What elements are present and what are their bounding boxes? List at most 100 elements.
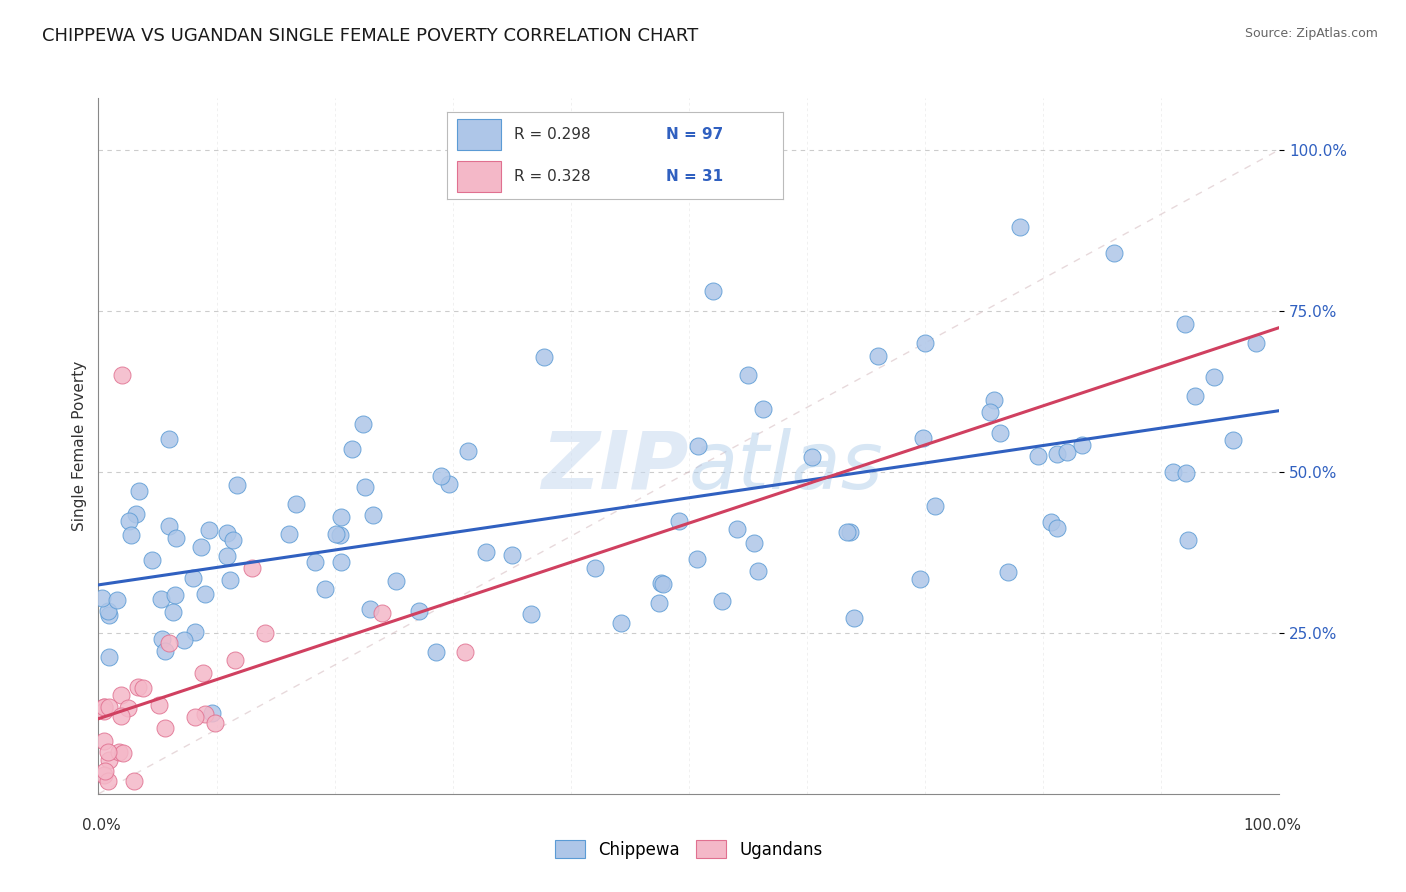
Point <box>983 393 1005 408</box>
Point <box>686 439 709 453</box>
Point <box>124 774 146 789</box>
Point <box>839 525 862 540</box>
Point <box>988 426 1011 441</box>
Point <box>93 768 115 782</box>
Point <box>650 575 672 590</box>
Point <box>752 402 775 417</box>
Point <box>111 746 134 760</box>
Point <box>93 700 115 714</box>
Point <box>184 709 207 723</box>
Point <box>651 577 673 591</box>
Point <box>204 715 226 730</box>
Point <box>737 368 759 383</box>
Point <box>152 632 174 646</box>
Point <box>190 540 212 554</box>
Point <box>253 625 276 640</box>
Point <box>1008 219 1031 234</box>
Point <box>97 604 120 618</box>
Point <box>1184 389 1206 403</box>
Point <box>93 704 115 718</box>
Point <box>457 443 479 458</box>
Point <box>329 555 352 569</box>
Point <box>157 635 180 649</box>
Point <box>217 526 239 541</box>
Point <box>437 477 460 491</box>
Point <box>118 514 141 528</box>
Point <box>149 591 172 606</box>
Point <box>93 700 115 714</box>
Point <box>328 527 350 541</box>
Point <box>105 593 128 607</box>
Point <box>224 653 246 667</box>
Point <box>997 565 1019 579</box>
Text: CHIPPEWA VS UGANDAN SINGLE FEMALE POVERTY CORRELATION CHART: CHIPPEWA VS UGANDAN SINGLE FEMALE POVERT… <box>42 27 699 45</box>
Point <box>1222 433 1244 447</box>
Point <box>801 450 824 464</box>
Point <box>610 615 633 630</box>
Point <box>226 478 249 492</box>
Point <box>1175 466 1198 480</box>
Point <box>325 526 347 541</box>
Point <box>194 587 217 601</box>
Point <box>430 469 453 483</box>
Point <box>148 698 170 712</box>
Point <box>153 644 176 658</box>
Point <box>191 665 214 680</box>
Point <box>353 480 375 494</box>
Point <box>533 350 555 364</box>
Point <box>835 524 858 539</box>
Point <box>1202 370 1225 384</box>
Point <box>742 536 765 550</box>
Point <box>219 573 242 587</box>
Text: 0.0%: 0.0% <box>82 818 121 832</box>
Point <box>1045 521 1067 535</box>
Y-axis label: Single Female Poverty: Single Female Poverty <box>72 361 87 531</box>
Point <box>240 561 263 575</box>
Point <box>304 555 326 569</box>
Point <box>384 574 406 588</box>
Point <box>1244 335 1267 350</box>
Point <box>1161 465 1184 479</box>
Text: 100.0%: 100.0% <box>1243 818 1302 832</box>
Point <box>162 606 184 620</box>
Point <box>668 514 690 528</box>
Point <box>842 611 865 625</box>
Point <box>181 571 204 585</box>
Point <box>91 591 114 605</box>
Point <box>866 349 889 363</box>
Point <box>108 745 131 759</box>
Point <box>910 572 932 586</box>
Point <box>194 706 217 721</box>
Point <box>1071 437 1094 451</box>
Point <box>371 607 394 621</box>
Point <box>110 689 132 703</box>
Text: Source: ZipAtlas.com: Source: ZipAtlas.com <box>1244 27 1378 40</box>
Point <box>98 753 121 767</box>
Point <box>725 522 748 536</box>
Point <box>1102 245 1125 260</box>
Point <box>159 432 181 446</box>
Point <box>408 604 430 618</box>
Point <box>1177 533 1199 548</box>
Point <box>1040 515 1063 529</box>
Point <box>1174 317 1197 331</box>
Point <box>1046 447 1069 461</box>
Point <box>132 681 155 695</box>
Point <box>747 564 769 578</box>
Point <box>1026 449 1049 463</box>
Point <box>120 527 142 541</box>
Point <box>501 549 523 563</box>
Point <box>98 608 121 623</box>
Point <box>278 526 301 541</box>
Point <box>519 607 541 622</box>
Point <box>98 700 121 714</box>
Point <box>453 645 475 659</box>
Point <box>163 588 186 602</box>
Point <box>127 680 149 694</box>
Point <box>710 594 733 608</box>
Point <box>97 745 120 759</box>
Point <box>157 519 180 533</box>
Point <box>648 596 671 610</box>
Point <box>128 483 150 498</box>
Point <box>979 405 1001 419</box>
